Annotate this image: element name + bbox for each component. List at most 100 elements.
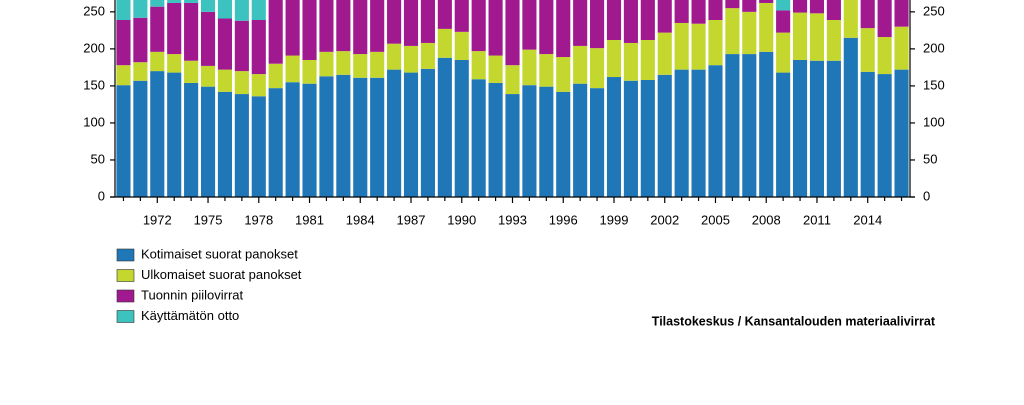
bar-segment [725, 8, 740, 55]
bar-segment [539, 86, 554, 197]
bar-segment [471, 0, 486, 52]
bar-segment [674, 0, 689, 23]
bar-segment [691, 0, 706, 24]
y-tick-label: 0 [98, 188, 105, 203]
bar-segment [167, 2, 182, 55]
legend-swatch [116, 310, 135, 323]
bar-segment [167, 54, 182, 73]
x-tick-label: 2011 [803, 212, 831, 227]
bar-segment [776, 32, 791, 73]
bar-segment [200, 11, 216, 66]
bar-segment [590, 0, 605, 49]
bar-segment [640, 39, 655, 80]
bar-segment [573, 0, 588, 46]
bar-segment [336, 74, 351, 197]
legend-label: Tuonnin piilovirrat [141, 287, 244, 302]
bar-segment [251, 19, 266, 75]
bar-segment [488, 82, 503, 197]
y2-tick-label: 150 [923, 77, 945, 92]
legend-swatch [116, 289, 135, 303]
bar-segment [725, 54, 740, 197]
bar-segment [234, 0, 249, 21]
bar-segment [336, 51, 351, 75]
y-tick-label: 150 [83, 77, 105, 92]
bar-segment [319, 51, 334, 77]
x-tick-label: 2005 [701, 212, 730, 227]
bar-segment [894, 0, 909, 27]
bar-segment [606, 77, 622, 197]
bar-segment [623, 80, 638, 197]
bar-segment [759, 2, 774, 52]
bar-segment [150, 71, 165, 197]
bar-segment [184, 82, 199, 197]
bar-segment [606, 0, 622, 40]
bar-segment [420, 0, 435, 43]
bar-segment [759, 51, 774, 197]
y-tick-label: 100 [83, 114, 105, 129]
bar-segment [640, 79, 655, 197]
bar-segment [184, 2, 199, 61]
bar-segment [420, 68, 435, 197]
bar-segment [437, 0, 452, 29]
x-tick-label: 2008 [752, 212, 781, 227]
bar-segment [251, 96, 266, 197]
bar-segment [370, 77, 385, 197]
bar-segment [640, 0, 655, 40]
bar-segment [792, 0, 808, 13]
bar-segment [590, 48, 605, 89]
x-tick-label: 1978 [244, 212, 273, 227]
bar-segment [217, 91, 233, 197]
bar-segment [285, 0, 300, 56]
bar-segment [133, 62, 148, 81]
bar-segment [556, 0, 571, 58]
source-note: Tilastokeskus / Kansantalouden materiaal… [652, 314, 936, 328]
bar-segment [285, 82, 300, 197]
y-tick-label: 50 [91, 151, 105, 166]
bar-segment [606, 39, 622, 78]
bar-segment [488, 55, 503, 83]
bar-segment [826, 0, 841, 20]
bar-segment [217, 0, 233, 19]
bar-segment [251, 74, 266, 97]
bar-segment [234, 94, 249, 197]
bar-segment [725, 0, 740, 9]
bar-segment [573, 83, 588, 197]
bar-segment [319, 76, 334, 197]
bar-segment [403, 45, 419, 73]
bar-segment [454, 0, 469, 32]
bar-segment [319, 0, 334, 52]
bar-segment [657, 0, 672, 33]
bar-segment [776, 10, 791, 33]
bar-segment [674, 69, 689, 197]
bar-segment [268, 0, 283, 64]
bar-segment [657, 74, 672, 197]
bar-segment [167, 72, 182, 197]
bar-segment [167, 0, 182, 3]
bar-segment [387, 43, 402, 70]
bar-segment [217, 18, 233, 70]
bar-segment [150, 51, 165, 72]
bar-segment [590, 88, 605, 197]
y2-tick-label: 200 [923, 40, 945, 55]
bar-segment [860, 0, 875, 29]
bar-segment [133, 17, 148, 63]
bar-segment [454, 31, 469, 60]
bar-segment [454, 59, 469, 197]
bar-segment [200, 65, 216, 87]
bar-segment [792, 12, 808, 60]
x-tick-label: 1996 [549, 212, 578, 227]
x-tick-label: 1999 [600, 212, 629, 227]
bar-segment [133, 80, 148, 197]
bar-segment [116, 65, 131, 86]
bar-segment [234, 71, 249, 95]
bar-segment [353, 0, 368, 55]
bar-segment [471, 79, 486, 197]
bars [116, 0, 909, 197]
bar-segment [234, 20, 249, 72]
x-tick-label: 1975 [194, 212, 223, 227]
bar-segment [505, 65, 520, 95]
bar-segment [674, 22, 689, 70]
bar-segment [522, 0, 537, 50]
y-tick-label: 200 [83, 40, 105, 55]
bar-segment [894, 26, 909, 70]
